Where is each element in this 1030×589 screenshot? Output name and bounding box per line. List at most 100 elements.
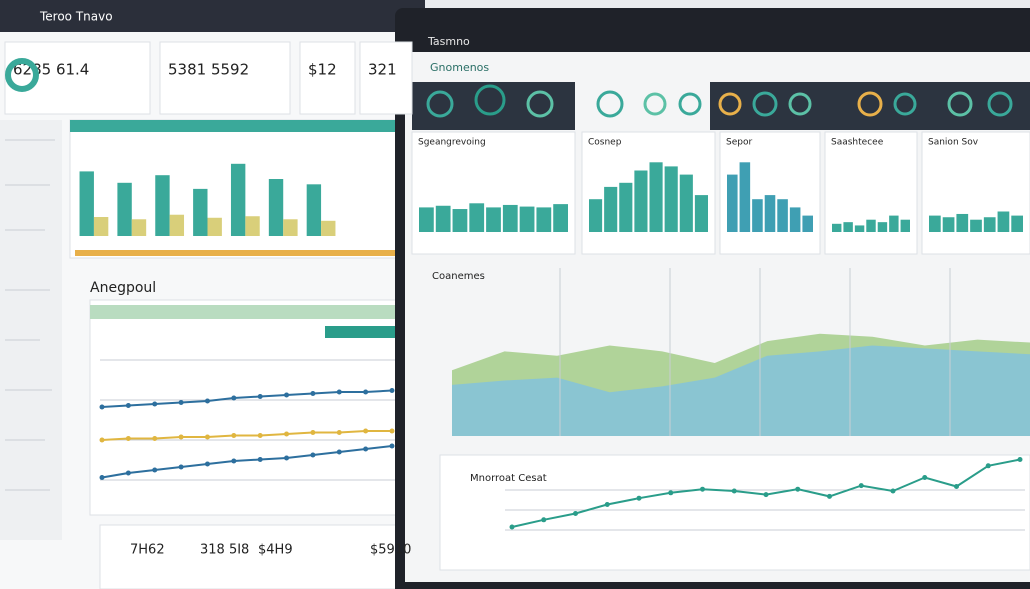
bar [764, 195, 776, 232]
panel-title: Sanion Sov [928, 138, 979, 148]
panel [581, 131, 716, 255]
panel [921, 131, 1030, 255]
point [284, 431, 290, 437]
point [389, 428, 395, 434]
bar [306, 184, 322, 236]
point [284, 392, 290, 398]
bar [93, 217, 109, 236]
footer-kpi: 7H62 [130, 543, 165, 558]
bar [929, 215, 941, 232]
point [363, 389, 369, 395]
bar [789, 207, 801, 232]
area [452, 345, 1030, 436]
kpi-card [159, 41, 291, 115]
point [763, 492, 769, 498]
point [363, 446, 369, 452]
bar-card-band [70, 120, 410, 132]
point [700, 486, 705, 492]
bar [230, 163, 246, 236]
kpi-card [4, 41, 151, 115]
bar [604, 186, 618, 232]
bar [877, 222, 888, 232]
point [541, 517, 547, 523]
line-card-band [90, 305, 420, 319]
point [125, 403, 131, 408]
panel [411, 131, 576, 255]
point [922, 475, 928, 480]
right-header: Tasmno [427, 35, 470, 48]
footer-card [99, 524, 431, 589]
point [1017, 457, 1023, 462]
point [152, 401, 158, 407]
kpi-card [299, 41, 356, 115]
gauges [426, 84, 1013, 118]
bar [752, 199, 763, 232]
tile-row [412, 82, 575, 130]
bar [193, 188, 208, 236]
point [636, 495, 642, 501]
panel-title: Sepor [726, 138, 752, 148]
bar [502, 204, 518, 232]
line-title: Mnorroat Cesat [470, 473, 547, 484]
left-title: Teroo Tnavo [39, 10, 113, 24]
line [101, 445, 393, 479]
point [99, 437, 105, 443]
bar [619, 182, 633, 232]
bar [245, 216, 260, 236]
bar [435, 205, 451, 232]
point [336, 430, 342, 435]
right-subtitle: Gnomenos [430, 61, 489, 74]
point [257, 433, 263, 438]
point [231, 433, 237, 438]
bar-card-footer [75, 250, 410, 256]
bar [536, 207, 552, 232]
point [231, 395, 237, 401]
panel-title: Saashtecee [831, 138, 884, 148]
point [668, 490, 674, 496]
point [858, 483, 864, 489]
bar [664, 166, 678, 232]
point [204, 398, 210, 404]
point [310, 391, 316, 396]
point [890, 488, 896, 494]
point [573, 511, 578, 516]
left-topbar [0, 0, 425, 32]
bar [1011, 215, 1023, 232]
footer-kpi: $4H9 [258, 543, 293, 558]
panel-title: Sgeangrevoing [418, 138, 486, 148]
point [336, 389, 342, 395]
panel [824, 131, 918, 255]
point [363, 428, 369, 434]
bar [419, 207, 434, 232]
point [509, 524, 515, 530]
bar [854, 225, 865, 232]
bar [694, 195, 708, 232]
left-sidebar [0, 120, 62, 540]
panel-title: Cosnep [588, 138, 622, 148]
point [178, 464, 184, 470]
bar [739, 162, 751, 232]
bar [843, 222, 853, 232]
bar [649, 162, 663, 232]
bar [970, 219, 982, 232]
point [99, 475, 105, 480]
bar [900, 219, 910, 232]
point [257, 457, 263, 462]
bar [519, 206, 535, 232]
bar [866, 219, 876, 232]
bar [679, 174, 693, 232]
bar [889, 215, 899, 232]
bar [117, 182, 132, 236]
bar [777, 199, 788, 232]
point [604, 502, 610, 507]
line-card-right [439, 454, 1030, 571]
bar [283, 219, 298, 236]
point [178, 400, 184, 405]
line [101, 389, 393, 408]
point [152, 467, 158, 473]
kpi-value: 321 [368, 61, 397, 79]
bar [956, 213, 969, 232]
point [731, 488, 737, 494]
point [954, 484, 959, 489]
bar [469, 203, 485, 232]
